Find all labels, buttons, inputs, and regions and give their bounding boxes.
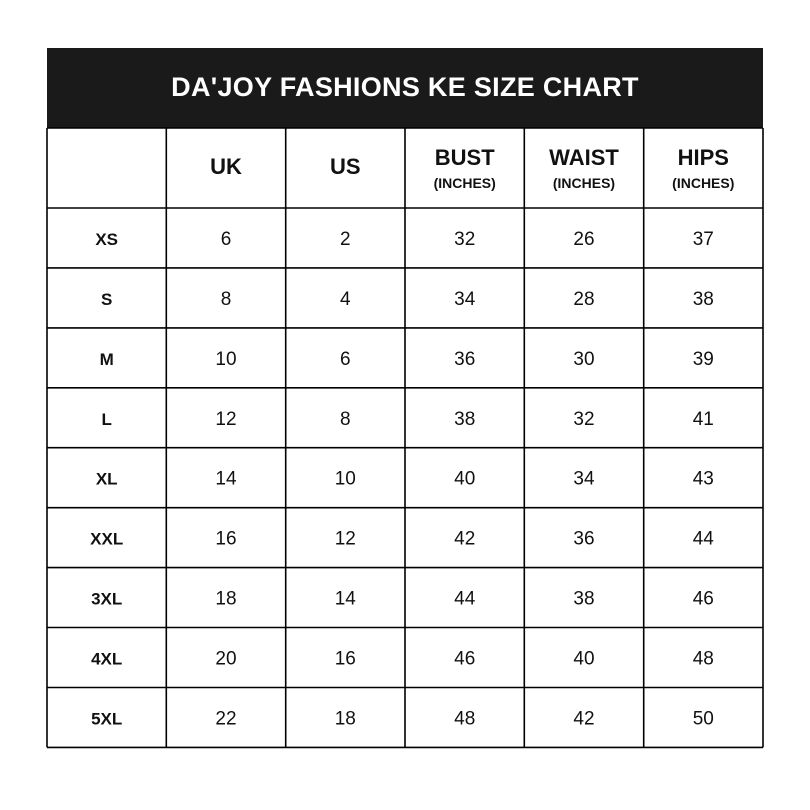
svg-text:8: 8	[221, 289, 232, 310]
svg-text:34: 34	[454, 289, 476, 310]
svg-text:46: 46	[693, 589, 714, 610]
svg-text:43: 43	[693, 469, 714, 490]
svg-text:37: 37	[693, 229, 714, 250]
svg-text:20: 20	[215, 649, 236, 670]
svg-text:38: 38	[693, 289, 714, 310]
svg-text:48: 48	[454, 708, 475, 729]
svg-text:10: 10	[215, 349, 236, 370]
svg-text:S: S	[101, 290, 112, 309]
svg-text:30: 30	[573, 349, 594, 370]
svg-text:38: 38	[454, 409, 475, 430]
svg-text:UK: UK	[210, 154, 242, 179]
svg-text:12: 12	[335, 529, 356, 550]
svg-text:14: 14	[335, 589, 357, 610]
svg-text:8: 8	[340, 409, 351, 430]
svg-text:41: 41	[693, 409, 714, 430]
svg-text:XXL: XXL	[90, 530, 123, 549]
svg-text:2: 2	[340, 229, 351, 250]
svg-text:XS: XS	[95, 230, 118, 249]
svg-text:46: 46	[454, 649, 475, 670]
svg-text:XL: XL	[96, 470, 118, 489]
svg-text:(INCHES): (INCHES)	[434, 175, 496, 191]
svg-text:48: 48	[693, 649, 714, 670]
svg-text:5XL: 5XL	[91, 709, 122, 728]
svg-text:34: 34	[573, 469, 595, 490]
svg-text:50: 50	[693, 708, 714, 729]
svg-text:36: 36	[454, 349, 475, 370]
svg-text:32: 32	[454, 229, 475, 250]
svg-text:L: L	[102, 410, 112, 429]
svg-text:42: 42	[573, 708, 594, 729]
svg-text:39: 39	[693, 349, 714, 370]
svg-text:38: 38	[573, 589, 594, 610]
svg-text:40: 40	[454, 469, 475, 490]
svg-text:BUST: BUST	[435, 145, 495, 170]
svg-text:(INCHES): (INCHES)	[672, 175, 734, 191]
svg-text:3XL: 3XL	[91, 590, 122, 609]
svg-text:40: 40	[573, 649, 594, 670]
svg-text:42: 42	[454, 529, 475, 550]
svg-text:12: 12	[215, 409, 236, 430]
svg-text:M: M	[100, 350, 114, 369]
svg-text:18: 18	[215, 589, 236, 610]
svg-text:18: 18	[335, 708, 356, 729]
svg-text:16: 16	[215, 529, 236, 550]
svg-text:16: 16	[335, 649, 356, 670]
svg-text:4XL: 4XL	[91, 650, 122, 669]
svg-text:4: 4	[340, 289, 351, 310]
svg-text:28: 28	[573, 289, 594, 310]
svg-text:HIPS: HIPS	[678, 145, 729, 170]
svg-text:DA'JOY FASHIONS KE SIZE CHART: DA'JOY FASHIONS KE SIZE CHART	[171, 72, 639, 102]
svg-text:WAIST: WAIST	[549, 145, 619, 170]
svg-text:6: 6	[221, 229, 232, 250]
svg-text:10: 10	[335, 469, 356, 490]
svg-text:44: 44	[454, 589, 476, 610]
svg-text:26: 26	[573, 229, 594, 250]
svg-text:US: US	[330, 154, 361, 179]
svg-text:22: 22	[215, 708, 236, 729]
svg-text:14: 14	[215, 469, 237, 490]
svg-text:32: 32	[573, 409, 594, 430]
svg-text:36: 36	[573, 529, 594, 550]
svg-text:6: 6	[340, 349, 351, 370]
svg-text:(INCHES): (INCHES)	[553, 175, 615, 191]
svg-text:44: 44	[693, 529, 715, 550]
